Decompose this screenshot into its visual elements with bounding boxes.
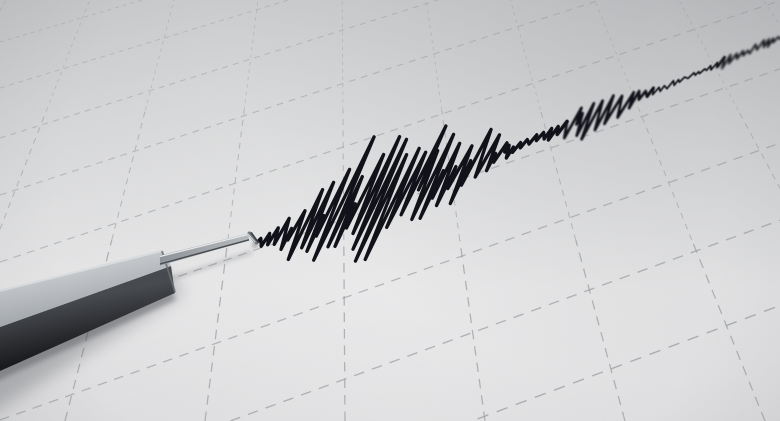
seismograph-scene [0, 0, 780, 421]
vignette [0, 0, 780, 421]
overlays [0, 0, 780, 421]
seismograph-photo [0, 0, 780, 421]
